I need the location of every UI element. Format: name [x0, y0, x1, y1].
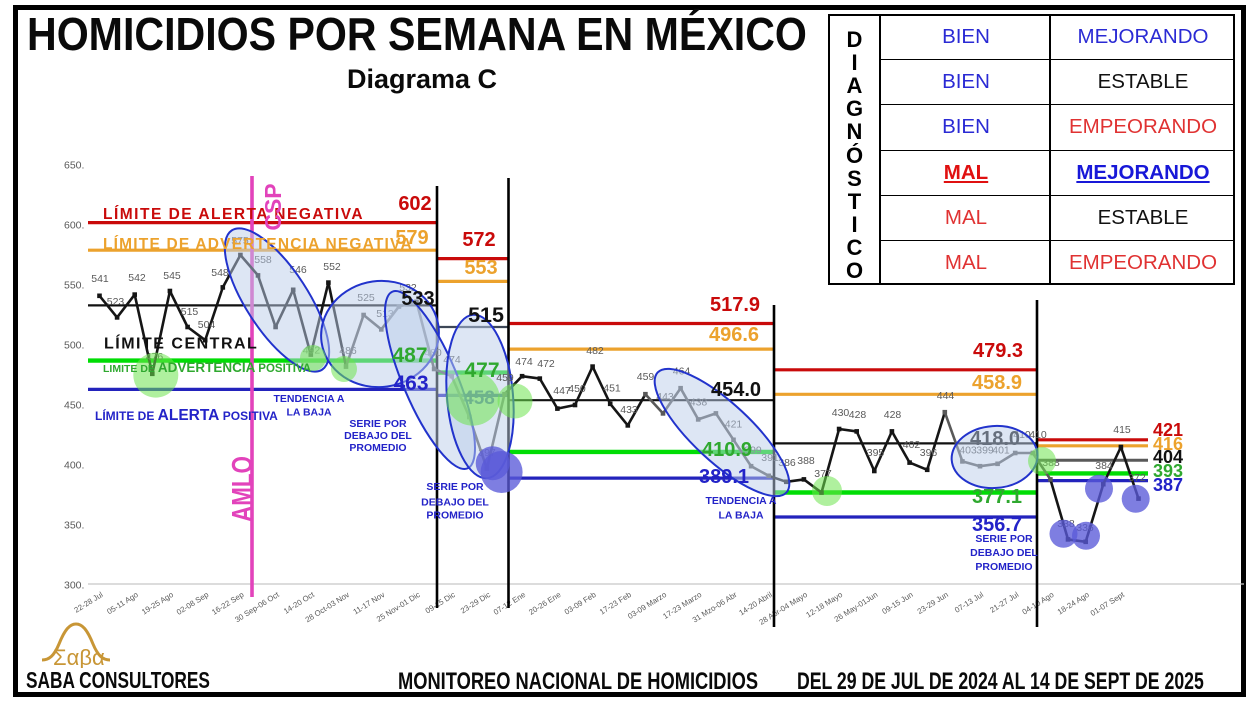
svg-text:396: 396 [920, 447, 938, 459]
svg-text:388: 388 [797, 455, 815, 467]
svg-text:523: 523 [107, 296, 125, 308]
svg-text:23-29 Dic: 23-29 Dic [459, 590, 492, 615]
svg-text:LÍMITE DE ALERTA NEGATIVA: LÍMITE DE ALERTA NEGATIVA [103, 206, 364, 223]
svg-text:384: 384 [1095, 460, 1113, 472]
svg-text:LÍMITE DE ADVERTENCIA NEGATIVA: LÍMITE DE ADVERTENCIA NEGATIVA [103, 236, 413, 253]
svg-text:515: 515 [468, 303, 504, 327]
svg-text:LA BAJA: LA BAJA [286, 407, 332, 419]
svg-text:LIMITE DE ADVERTENCIA POSITIVA: LIMITE DE ADVERTENCIA POSITIVA [103, 360, 311, 375]
svg-text:410: 410 [1029, 429, 1047, 441]
svg-text:SERIE POR: SERIE POR [426, 481, 484, 493]
svg-text:PROMEDIO: PROMEDIO [426, 510, 483, 522]
svg-text:DEBAJO DEL: DEBAJO DEL [421, 497, 489, 509]
svg-text:03-09 Feb: 03-09 Feb [563, 590, 598, 617]
svg-text:428: 428 [849, 409, 867, 421]
svg-text:300.: 300. [64, 580, 84, 592]
svg-text:07-13 Jul: 07-13 Jul [953, 590, 985, 615]
svg-text:504: 504 [198, 319, 216, 331]
svg-text:548: 548 [211, 267, 229, 279]
svg-text:PROMEDIO: PROMEDIO [975, 561, 1032, 573]
svg-text:428: 428 [884, 409, 902, 421]
svg-text:430: 430 [832, 407, 850, 419]
svg-text:650.: 650. [64, 160, 84, 172]
svg-text:517.9: 517.9 [710, 294, 760, 316]
svg-text:545: 545 [163, 270, 181, 282]
svg-text:477: 477 [464, 359, 499, 382]
svg-text:09-15 Jun: 09-15 Jun [880, 590, 914, 616]
svg-text:356.7: 356.7 [972, 514, 1022, 536]
svg-text:LÍMITE CENTRAL: LÍMITE CENTRAL [104, 334, 258, 353]
svg-text:404: 404 [1153, 447, 1183, 467]
svg-text:542: 542 [128, 272, 146, 284]
svg-text:474: 474 [515, 356, 533, 368]
svg-text:579: 579 [395, 227, 428, 249]
svg-text:09-15 Dic: 09-15 Dic [424, 590, 457, 615]
svg-text:SERIE POR: SERIE POR [349, 418, 407, 430]
svg-text:600.: 600. [64, 220, 84, 232]
svg-text:421: 421 [1153, 420, 1183, 440]
svg-text:482: 482 [586, 345, 604, 357]
svg-text:400.: 400. [64, 460, 84, 472]
svg-text:19-25 Ago: 19-25 Ago [140, 590, 175, 617]
svg-text:LA BAJA: LA BAJA [718, 510, 764, 522]
svg-text:500.: 500. [64, 340, 84, 352]
svg-text:541: 541 [91, 273, 109, 285]
svg-text:20-26 Ene: 20-26 Ene [527, 590, 562, 617]
svg-text:433: 433 [620, 404, 638, 416]
svg-text:472: 472 [537, 358, 555, 370]
svg-text:572: 572 [462, 229, 495, 251]
svg-text:389.1: 389.1 [699, 466, 749, 488]
svg-text:552: 552 [323, 261, 341, 273]
svg-text:372: 372 [1128, 472, 1146, 484]
svg-text:463: 463 [393, 372, 428, 395]
svg-text:387: 387 [1153, 475, 1183, 495]
svg-text:DEBAJO DEL: DEBAJO DEL [970, 547, 1038, 559]
svg-text:402: 402 [903, 439, 921, 451]
svg-text:AMLO: AMLO [227, 456, 259, 522]
svg-text:451: 451 [603, 382, 621, 394]
svg-text:450: 450 [568, 383, 586, 395]
svg-text:TENDENCIA A: TENDENCIA A [706, 495, 777, 507]
svg-text:CSP: CSP [260, 183, 286, 230]
svg-text:PROMEDIO: PROMEDIO [349, 442, 406, 454]
svg-text:533: 533 [401, 288, 434, 310]
svg-text:459: 459 [637, 371, 655, 383]
svg-text:350.: 350. [64, 520, 84, 532]
svg-text:02-08 Sep: 02-08 Sep [175, 590, 211, 617]
svg-text:458.9: 458.9 [972, 372, 1022, 394]
svg-text:Σαβα: Σαβα [53, 645, 105, 668]
svg-text:LÍMITE DE ALERTA POSITIVA: LÍMITE DE ALERTA POSITIVA [95, 407, 278, 424]
svg-text:450.: 450. [64, 400, 84, 412]
svg-text:454.0: 454.0 [711, 379, 761, 401]
svg-text:21-27 Jul: 21-27 Jul [988, 590, 1020, 615]
svg-text:416: 416 [1153, 434, 1183, 454]
svg-text:393: 393 [1153, 461, 1183, 481]
svg-text:415: 415 [1113, 424, 1131, 436]
svg-text:01-07 Sept: 01-07 Sept [1089, 590, 1127, 618]
svg-text:447: 447 [553, 385, 571, 397]
svg-text:550.: 550. [64, 280, 84, 292]
svg-text:05-11 Ago: 05-11 Ago [105, 590, 140, 617]
svg-text:496.6: 496.6 [709, 324, 759, 346]
svg-text:SERIE POR: SERIE POR [975, 533, 1033, 545]
svg-text:395: 395 [867, 447, 885, 459]
svg-text:487: 487 [392, 344, 427, 367]
svg-text:602: 602 [398, 193, 431, 215]
svg-text:TENDENCIA A: TENDENCIA A [274, 393, 345, 405]
svg-text:410.9: 410.9 [702, 439, 752, 461]
svg-text:18-24 Ago: 18-24 Ago [1056, 590, 1091, 617]
svg-text:553: 553 [464, 257, 497, 279]
svg-text:23-29 Jun: 23-29 Jun [916, 590, 950, 616]
svg-text:377.1: 377.1 [972, 486, 1022, 508]
svg-text:459: 459 [496, 372, 514, 384]
svg-text:479.3: 479.3 [973, 340, 1023, 362]
svg-text:444: 444 [937, 390, 955, 402]
svg-text:DEBAJO DEL: DEBAJO DEL [344, 430, 412, 442]
svg-text:515: 515 [181, 306, 199, 318]
svg-text:22-28 Jul: 22-28 Jul [73, 590, 105, 615]
